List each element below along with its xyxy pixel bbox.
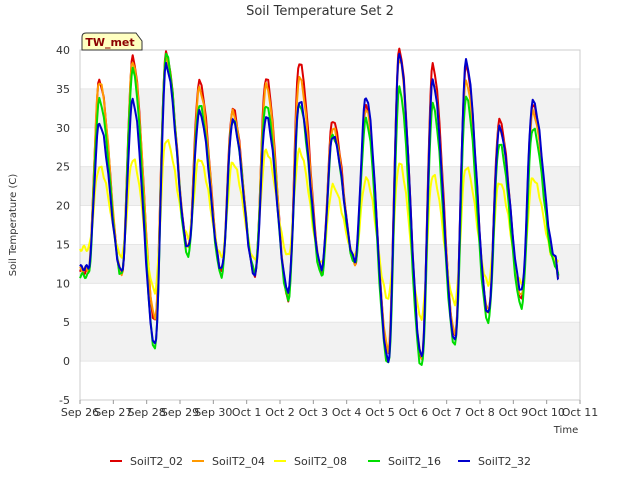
x-tick-label: Sep 27: [94, 406, 132, 419]
legend: SoilT2_02 SoilT2_04 SoilT2_08 SoilT2_16 Soil…: [110, 455, 531, 468]
grid-band: [80, 205, 580, 245]
y-axis-label: Soil Temperature (C): [8, 174, 19, 277]
x-tick-label: Sep 30: [194, 406, 232, 419]
series-line-soilt2_32: [79, 52, 559, 363]
legend-label: SoilT2_32: [478, 455, 531, 468]
y-tick-label: 25: [56, 161, 70, 174]
x-tick-label: Oct 8: [465, 406, 495, 419]
x-tick-label: Oct 4: [332, 406, 362, 419]
series-line-soilt2_08: [79, 138, 559, 321]
x-tick-label: Oct 6: [399, 406, 429, 419]
legend-label: SoilT2_02: [130, 455, 183, 468]
x-tick-label: Sep 29: [161, 406, 199, 419]
legend-item: SoilT2_32: [458, 455, 531, 468]
station-badge-label: TW_met: [85, 36, 134, 49]
y-tick-label: 10: [56, 277, 70, 290]
legend-item: SoilT2_04: [192, 455, 265, 468]
legend-item: SoilT2_02: [110, 455, 183, 468]
station-badge-shape: [81, 32, 143, 51]
grid-band: [80, 361, 580, 400]
x-tick-label: Oct 9: [499, 406, 529, 419]
y-tick-label: 20: [56, 200, 70, 213]
y-tick-label: 35: [56, 83, 70, 96]
y-tick-label: -5: [59, 394, 70, 407]
y-axis-ticks: -5 0 5 10 15 20 25 30 35 40: [56, 44, 70, 407]
x-tick-label: Oct 7: [432, 406, 462, 419]
legend-label: SoilT2_08: [294, 455, 347, 468]
grid-band: [80, 283, 580, 323]
y-tick-label: 0: [63, 355, 70, 368]
x-tick-label: Oct 2: [265, 406, 295, 419]
legend-label: SoilT2_04: [212, 455, 265, 468]
x-tick-label: Sep 26: [61, 406, 99, 419]
series-line-soilt2_16: [79, 52, 560, 366]
grid-band: [80, 50, 580, 89]
y-tick-label: 15: [56, 238, 70, 251]
x-tick-label: Oct 1: [232, 406, 262, 419]
legend-item: SoilT2_16: [368, 455, 441, 468]
x-tick-label: Oct 3: [299, 406, 329, 419]
legend-item: SoilT2_08: [274, 455, 347, 468]
chart-title: Soil Temperature Set 2: [246, 4, 394, 19]
station-badge: TW_met: [81, 32, 143, 51]
x-tick-label: Oct 11: [562, 406, 599, 419]
y-tick-label: 40: [56, 44, 70, 57]
x-tick-label: Sep 28: [128, 406, 166, 419]
x-tick-label: Oct 10: [528, 406, 565, 419]
x-axis-label: Time: [553, 425, 578, 436]
grid-band: [80, 88, 580, 128]
y-tick-label: 30: [56, 122, 70, 135]
legend-label: SoilT2_16: [388, 455, 441, 468]
grid-band: [80, 244, 580, 284]
series-layer: [79, 47, 560, 366]
y-tick-label: 5: [63, 316, 70, 329]
plot-frame: [79, 49, 581, 401]
x-tick-label: Oct 5: [365, 406, 395, 419]
grid-band: [80, 322, 580, 362]
